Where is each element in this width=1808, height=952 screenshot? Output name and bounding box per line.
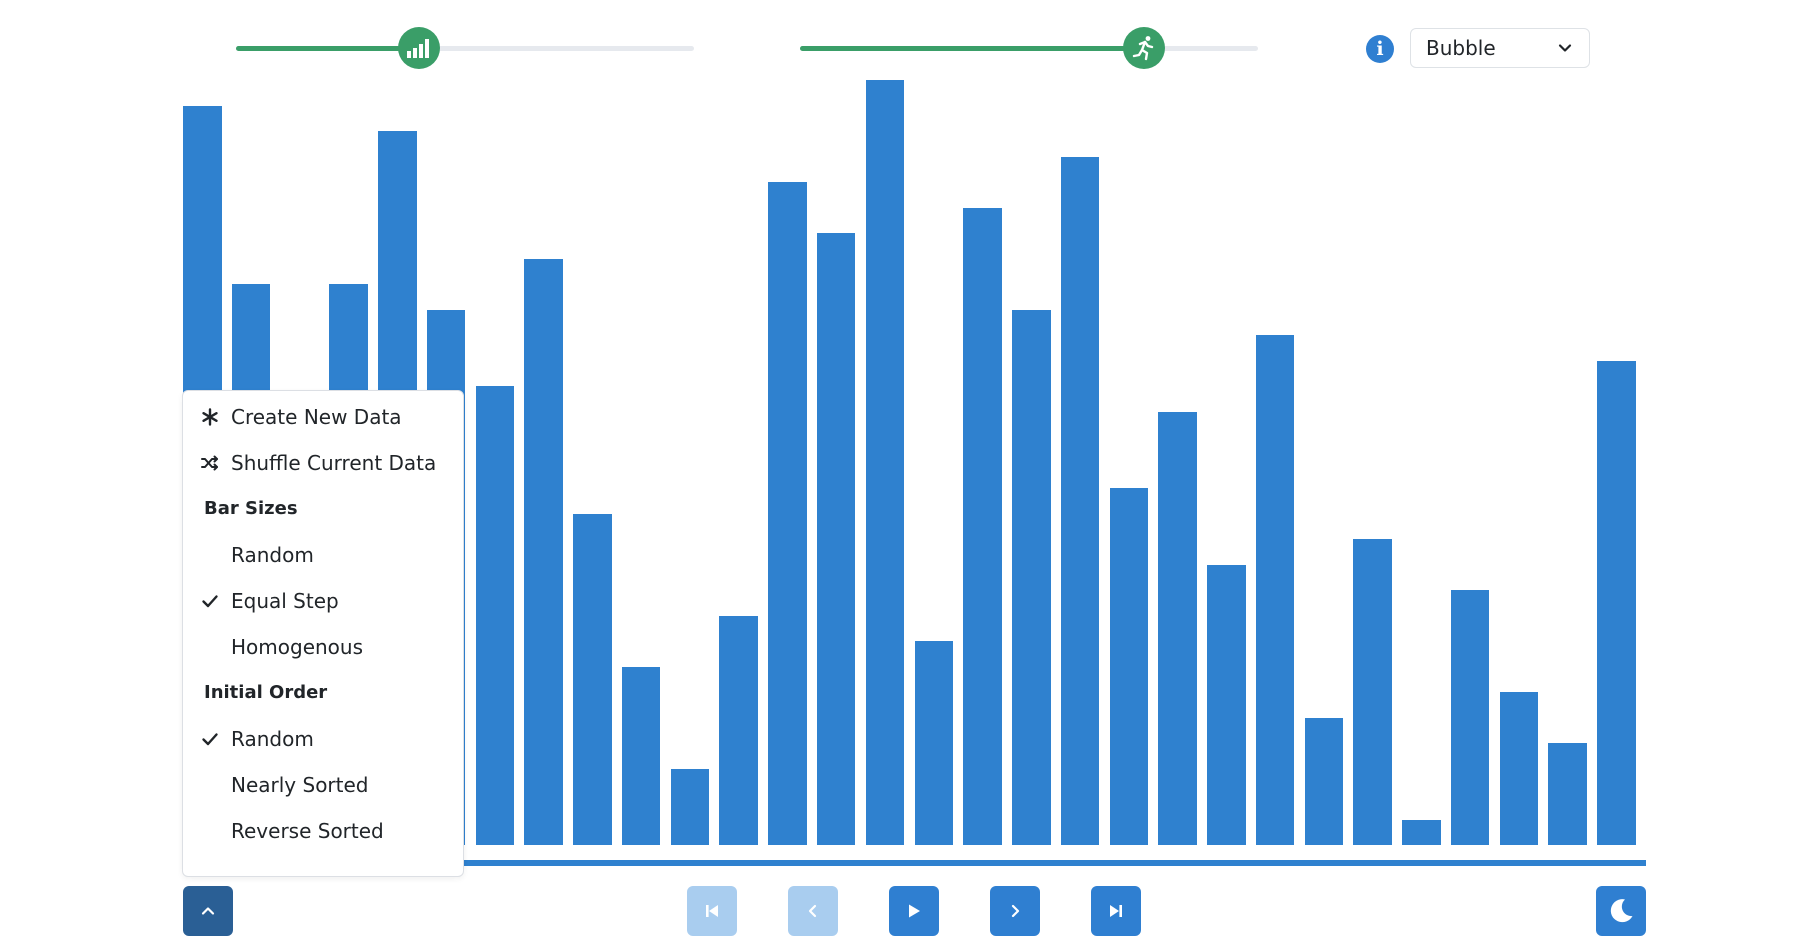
bar-sizes-heading: Bar Sizes [204, 498, 298, 519]
bar [1012, 309, 1051, 845]
dark-mode-button[interactable] [1596, 886, 1646, 936]
chevron-down-icon [1558, 44, 1572, 52]
bar [1450, 590, 1490, 845]
data-options-menu: Create New Data Shuffle Current Data Bar… [182, 390, 464, 877]
skip-to-start-button[interactable] [687, 886, 737, 936]
order-nearly-sorted-item[interactable]: Nearly Sorted [183, 762, 463, 808]
bar-size-homogenous-item[interactable]: Homogenous [183, 624, 463, 670]
bar [1402, 819, 1441, 845]
bar [865, 80, 905, 845]
step-forward-button[interactable] [990, 886, 1040, 936]
bar [1304, 717, 1344, 845]
shuffle-icon [201, 455, 218, 471]
bar [670, 768, 710, 845]
bar [1548, 743, 1587, 845]
bar-size-equal-step-label: Equal Step [231, 589, 339, 613]
bar [524, 258, 563, 845]
algorithm-select[interactable]: Bubble [1410, 28, 1590, 68]
bar [1597, 360, 1636, 845]
bar [816, 233, 856, 845]
bar-size-homogenous-label: Homogenous [231, 635, 364, 659]
moon-icon [1610, 899, 1633, 923]
play-icon [909, 904, 920, 918]
size-slider[interactable] [236, 27, 694, 69]
speed-slider-fill [800, 46, 1144, 51]
info-icon[interactable]: i [1366, 35, 1394, 63]
bar-size-random-label: Random [231, 543, 314, 567]
bar [475, 386, 515, 845]
size-slider-thumb[interactable] [398, 27, 441, 69]
order-reverse-sorted-item[interactable]: Reverse Sorted [183, 808, 463, 854]
asterisk-icon [202, 408, 218, 426]
bar [963, 207, 1002, 845]
skip-back-icon [706, 905, 718, 917]
bar-signal-icon [407, 39, 430, 58]
bar [1353, 539, 1392, 845]
bar [719, 615, 758, 845]
progress-bar [183, 860, 1646, 866]
running-person-icon [1132, 36, 1153, 61]
bar [1499, 692, 1539, 845]
check-icon [202, 733, 218, 746]
bar [1255, 335, 1295, 845]
play-button[interactable] [889, 886, 939, 936]
skip-forward-icon [1110, 905, 1122, 917]
bar [1207, 564, 1246, 845]
bar-size-random-item[interactable]: Random [183, 532, 463, 578]
step-back-button[interactable] [788, 886, 838, 936]
chevron-right-icon [1011, 904, 1020, 918]
initial-order-heading: Initial Order [204, 682, 328, 703]
bar [768, 182, 807, 845]
bar [573, 513, 612, 845]
menu-toggle-button[interactable] [183, 886, 233, 936]
skip-to-end-button[interactable] [1091, 886, 1141, 936]
bar [1158, 411, 1197, 845]
bar-size-equal-step-item[interactable]: Equal Step [183, 578, 463, 624]
create-new-data-label: Create New Data [231, 405, 402, 429]
chevron-left-icon [808, 904, 817, 918]
check-icon [202, 595, 218, 608]
speed-slider-thumb[interactable] [1122, 27, 1165, 69]
order-random-item[interactable]: Random [183, 716, 463, 762]
order-nearly-sorted-label: Nearly Sorted [231, 773, 369, 797]
algorithm-select-value: Bubble [1426, 36, 1496, 60]
size-slider-fill [236, 46, 420, 51]
bar [621, 666, 661, 845]
create-new-data-item[interactable]: Create New Data [183, 394, 463, 440]
bar [1060, 156, 1100, 845]
bar [1109, 488, 1149, 845]
shuffle-data-item[interactable]: Shuffle Current Data [183, 440, 463, 486]
speed-slider[interactable] [800, 27, 1258, 69]
order-reverse-sorted-label: Reverse Sorted [231, 819, 384, 843]
shuffle-data-label: Shuffle Current Data [231, 451, 437, 475]
bar [914, 641, 954, 845]
chevron-up-icon [201, 907, 215, 915]
order-random-label: Random [231, 727, 314, 751]
